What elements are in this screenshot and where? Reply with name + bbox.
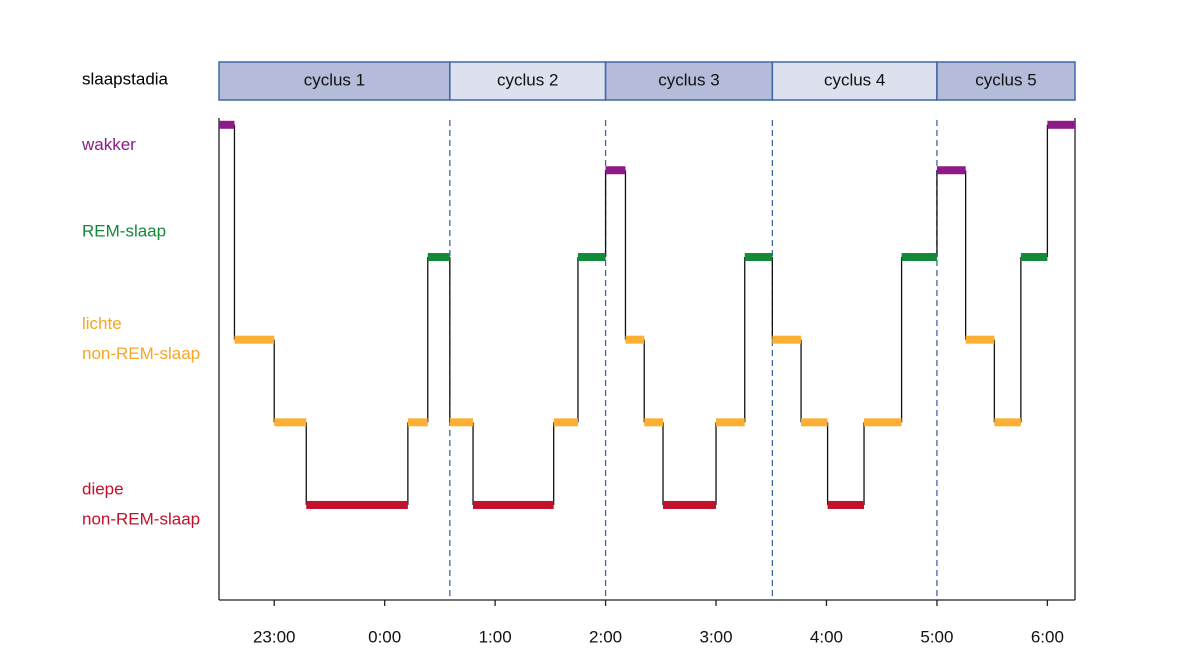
- y-tick-label: wakker: [81, 135, 136, 154]
- stage-bar: [407, 418, 428, 427]
- stage-bar: [306, 500, 408, 509]
- stage-bar: [827, 500, 865, 509]
- stage-bar: [234, 335, 275, 344]
- stage-bar: [1047, 120, 1075, 129]
- stage-bar: [801, 418, 828, 427]
- stage-bar: [663, 500, 717, 509]
- stage-bar: [864, 418, 902, 427]
- stage-bar: [219, 120, 235, 129]
- stage-bar: [994, 418, 1021, 427]
- stage-bar: [716, 418, 745, 427]
- stage-bar: [1020, 253, 1048, 262]
- stage-bar: [473, 500, 554, 509]
- y-tick-label: diepe: [82, 479, 124, 498]
- cycle-box: [604, 61, 774, 101]
- stage-bar: [577, 253, 606, 262]
- cycle-label: cyclus 3: [658, 70, 719, 89]
- stage-bar: [936, 166, 966, 175]
- x-tick-label: 3:00: [699, 627, 732, 646]
- x-tick-label: 5:00: [920, 627, 953, 646]
- x-tick-label: 23:00: [253, 627, 296, 646]
- y-tick-label: REM-slaap: [82, 222, 166, 241]
- y-tick-label: lichte: [82, 314, 122, 333]
- stage-bar: [744, 253, 773, 262]
- cycle-label: cyclus 1: [304, 70, 365, 89]
- header-label: slaapstadia: [82, 69, 169, 88]
- stage-bar: [965, 335, 995, 344]
- cycle-label: cyclus 4: [824, 70, 885, 89]
- cycle-label: cyclus 5: [975, 70, 1036, 89]
- x-tick-label: 6:00: [1031, 627, 1064, 646]
- stage-bar: [449, 418, 474, 427]
- stage-bar: [553, 418, 578, 427]
- cycle-box: [218, 61, 451, 101]
- cycle-label: cyclus 2: [497, 70, 558, 89]
- stage-bar: [274, 418, 307, 427]
- stage-bar: [772, 335, 802, 344]
- stage-bar: [901, 253, 937, 262]
- y-tick-label: non-REM-slaap: [82, 344, 200, 363]
- stage-bar: [644, 418, 664, 427]
- stage-bar: [625, 335, 645, 344]
- x-tick-label: 4:00: [810, 627, 843, 646]
- stage-bar: [605, 166, 626, 175]
- y-tick-label: non-REM-slaap: [82, 509, 200, 528]
- x-tick-label: 2:00: [589, 627, 622, 646]
- cycle-box: [449, 61, 607, 101]
- stage-bar: [427, 253, 450, 262]
- x-tick-label: 1:00: [479, 627, 512, 646]
- x-tick-label: 0:00: [368, 627, 401, 646]
- cycle-box: [936, 61, 1076, 101]
